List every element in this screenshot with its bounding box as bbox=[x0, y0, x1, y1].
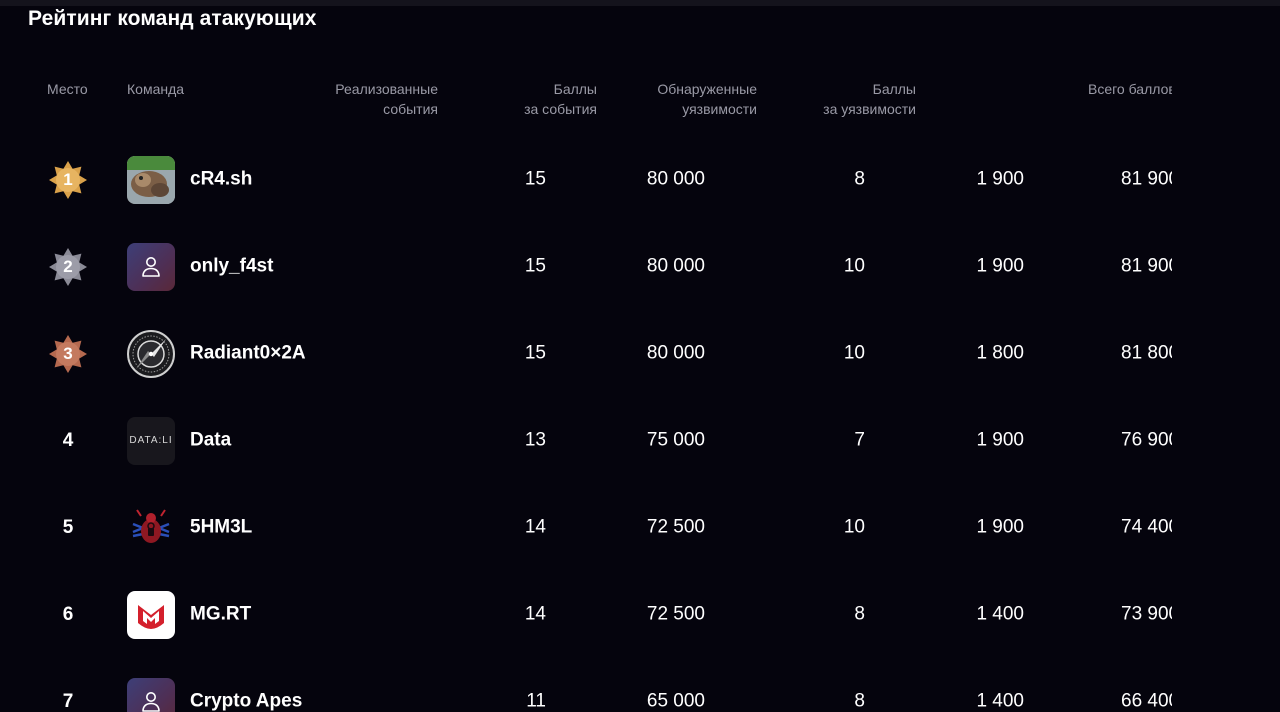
place-number: 3 bbox=[63, 343, 73, 363]
place-number: 2 bbox=[63, 256, 73, 276]
vulns-count: 10 bbox=[843, 342, 865, 364]
col-header-vulns-points-line1: Баллы bbox=[872, 81, 916, 97]
vulns-count: 10 bbox=[843, 255, 865, 277]
place-number: 6 bbox=[62, 603, 74, 625]
col-header-vulns: Обнаруженные уязвимости bbox=[657, 79, 757, 119]
vulns-points: 1 900 bbox=[976, 516, 1024, 538]
col-header-vulns-points-line2: за уязвимости bbox=[823, 101, 916, 117]
col-header-vulns-line1: Обнаруженные bbox=[657, 81, 757, 97]
compass-icon bbox=[127, 329, 175, 378]
table-row[interactable]: 6 MG.RT 14 72 500 8 1 400 73 900 bbox=[0, 571, 1172, 658]
events-count: 14 bbox=[524, 603, 546, 625]
vulns-count: 10 bbox=[843, 516, 865, 538]
vulns-points: 1 400 bbox=[976, 603, 1024, 625]
col-header-place: Место bbox=[47, 79, 88, 99]
total-points: 66 400 bbox=[1121, 690, 1172, 712]
gold-medal-icon: 1 bbox=[48, 160, 88, 200]
col-header-vulns-points: Баллы за уязвимости bbox=[823, 79, 916, 119]
table-row[interactable]: 3 Radiant0×2A 15 80 000 10 1 800 81 800 bbox=[0, 310, 1172, 397]
total-points: 81 900 bbox=[1121, 168, 1172, 190]
data-logo-icon: DATA:LI bbox=[127, 416, 175, 465]
team-name[interactable]: MG.RT bbox=[190, 603, 252, 625]
vulns-points: 1 400 bbox=[976, 690, 1024, 712]
col-header-events-points: Баллы за события bbox=[524, 79, 597, 119]
table-row[interactable]: 5 5HM3L 14 72 500 10 1 900 74 400 bbox=[0, 484, 1172, 571]
table-row[interactable]: 2 only_f4st 15 80 000 10 1 900 81 900 bbox=[0, 223, 1172, 310]
events-points: 80 000 bbox=[646, 342, 705, 364]
events-points: 80 000 bbox=[646, 255, 705, 277]
events-points: 72 500 bbox=[646, 603, 705, 625]
rating-table: Рейтинг команд атакующих Место Команда Р… bbox=[0, 7, 1172, 712]
col-header-total: Всего баллов bbox=[1088, 79, 1172, 99]
total-points: 73 900 bbox=[1121, 603, 1172, 625]
events-points: 75 000 bbox=[646, 429, 705, 451]
total-points: 76 900 bbox=[1121, 429, 1172, 451]
mgrt-logo-icon bbox=[127, 590, 175, 639]
data-logo-text: DATA:LI bbox=[129, 434, 173, 446]
col-header-place-label: Место bbox=[47, 81, 88, 97]
col-header-total-label: Всего баллов bbox=[1088, 81, 1172, 97]
place-number: 5 bbox=[62, 516, 74, 538]
bug-logo-icon bbox=[127, 504, 175, 552]
team-name[interactable]: Data bbox=[190, 429, 232, 451]
vulns-points: 1 900 bbox=[976, 168, 1024, 190]
user-icon bbox=[127, 677, 175, 712]
top-bar bbox=[0, 0, 1280, 6]
vulns-count: 8 bbox=[854, 690, 865, 712]
vulns-points: 1 900 bbox=[976, 255, 1024, 277]
vulns-count: 7 bbox=[854, 429, 865, 451]
team-avatar-photo bbox=[127, 155, 175, 204]
place-number: 1 bbox=[63, 169, 73, 189]
col-header-team: Команда bbox=[127, 79, 184, 99]
total-points: 74 400 bbox=[1121, 516, 1172, 538]
col-header-events-points-line2: за события bbox=[524, 101, 597, 117]
vulns-count: 8 bbox=[854, 168, 865, 190]
bronze-medal-icon: 3 bbox=[48, 334, 88, 374]
page-title: Рейтинг команд атакующих bbox=[28, 7, 317, 30]
events-points: 72 500 bbox=[646, 516, 705, 538]
col-header-team-label: Команда bbox=[127, 81, 185, 97]
vulns-points: 1 800 bbox=[976, 342, 1024, 364]
events-count: 15 bbox=[524, 255, 546, 277]
table-row[interactable]: 7 Crypto Apes 11 65 000 8 1 400 66 400 bbox=[0, 658, 1172, 712]
col-header-events-line2: события bbox=[383, 101, 438, 117]
table-row[interactable]: 4 DATA:LI Data 13 75 000 7 1 900 76 900 bbox=[0, 397, 1172, 484]
events-count: 15 bbox=[524, 168, 546, 190]
team-name[interactable]: Crypto Apes bbox=[190, 690, 303, 712]
col-header-events-line1: Реализованные bbox=[335, 81, 438, 97]
team-name[interactable]: cR4.sh bbox=[190, 168, 253, 190]
user-icon bbox=[127, 242, 175, 291]
col-header-vulns-line2: уязвимости bbox=[682, 101, 757, 117]
team-name[interactable]: 5HM3L bbox=[190, 516, 253, 538]
col-header-events: Реализованные события bbox=[335, 79, 438, 119]
total-points: 81 900 bbox=[1121, 255, 1172, 277]
events-count: 14 bbox=[524, 516, 546, 538]
col-header-events-points-line1: Баллы bbox=[553, 81, 597, 97]
events-count: 11 bbox=[526, 690, 546, 712]
events-points: 65 000 bbox=[646, 690, 705, 712]
silver-medal-icon: 2 bbox=[48, 247, 88, 287]
table-row[interactable]: 1 cR4.sh 15 80 000 8 1 900 81 900 bbox=[0, 136, 1172, 223]
events-count: 15 bbox=[524, 342, 546, 364]
place-number: 7 bbox=[62, 690, 74, 712]
team-name[interactable]: Radiant0×2A bbox=[190, 342, 306, 364]
team-name[interactable]: only_f4st bbox=[190, 255, 274, 277]
events-count: 13 bbox=[524, 429, 546, 451]
place-number: 4 bbox=[62, 429, 74, 451]
vulns-count: 8 bbox=[854, 603, 865, 625]
events-points: 80 000 bbox=[646, 168, 705, 190]
total-points: 81 800 bbox=[1121, 342, 1172, 364]
vulns-points: 1 900 bbox=[976, 429, 1024, 451]
